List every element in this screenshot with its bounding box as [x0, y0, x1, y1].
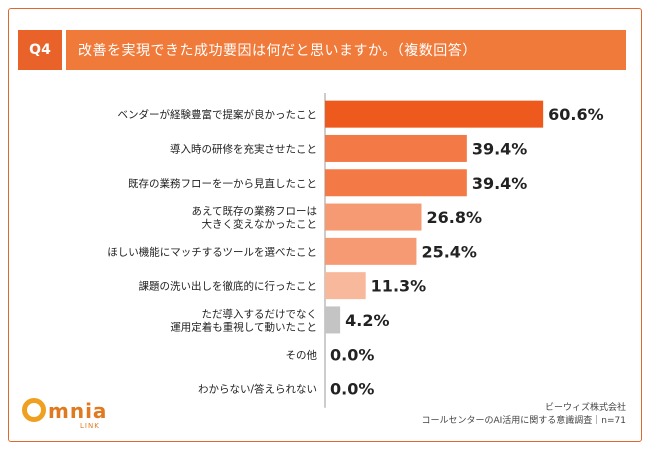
category-label-6-1: 運用定着も重視して動いたこと: [170, 320, 317, 333]
value-label-1: 39.4%: [472, 139, 528, 158]
category-label-7: その他: [286, 348, 318, 361]
value-label-8: 0.0%: [330, 380, 374, 399]
bar-2: [325, 169, 467, 197]
bar-1: [325, 134, 467, 162]
category-label-6-0: ただ導入するだけでなく: [202, 307, 318, 320]
category-label-4: ほしい機能にマッチするツールを選べたこと: [107, 245, 317, 258]
survey-credit: ビーウィズ株式会社 コールセンターのAI活用に関する意識調査｜n=71: [421, 402, 626, 428]
category-label-3-0: あえて既存の業務フローは: [192, 205, 317, 218]
value-label-2: 39.4%: [472, 174, 528, 193]
category-label-5: 課題の洗い出しを徹底的に行ったこと: [139, 280, 318, 293]
bar-5: [325, 272, 366, 300]
category-label-2: 既存の業務フローを一から見直したこと: [128, 177, 317, 190]
credit-company: ビーウィズ株式会社: [544, 403, 626, 413]
category-label-0: ベンダーが経験豊富で提案が良かったこと: [118, 108, 318, 121]
bar-4: [325, 237, 417, 265]
value-label-3: 26.8%: [426, 208, 482, 227]
value-label-0: 60.6%: [548, 105, 604, 124]
question-badge: Q4: [18, 30, 62, 70]
credit-survey: コールセンターのAI活用に関する意識調査｜n=71: [421, 416, 626, 426]
bar-0: [325, 100, 544, 128]
logo-text: mnia: [48, 399, 108, 423]
category-label-3-1: 大きく変えなかったこと: [202, 218, 318, 231]
bar-6: [325, 306, 341, 334]
value-label-7: 0.0%: [330, 345, 374, 364]
question-title: 改善を実現できた成功要因は何だと思いますか。（複数回答）: [66, 30, 626, 70]
value-label-5: 11.3%: [371, 277, 427, 296]
omnia-link-logo: mnia LINK: [22, 398, 108, 430]
category-label-1: 導入時の研修を充実させたこと: [170, 142, 317, 155]
logo-subtext: LINK: [80, 422, 100, 430]
value-label-4: 25.4%: [421, 242, 477, 261]
logo-o-icon: [22, 398, 46, 422]
value-label-6: 4.2%: [345, 311, 389, 330]
category-label-8: わからない/答えられない: [198, 383, 317, 396]
bar-3: [325, 203, 422, 231]
